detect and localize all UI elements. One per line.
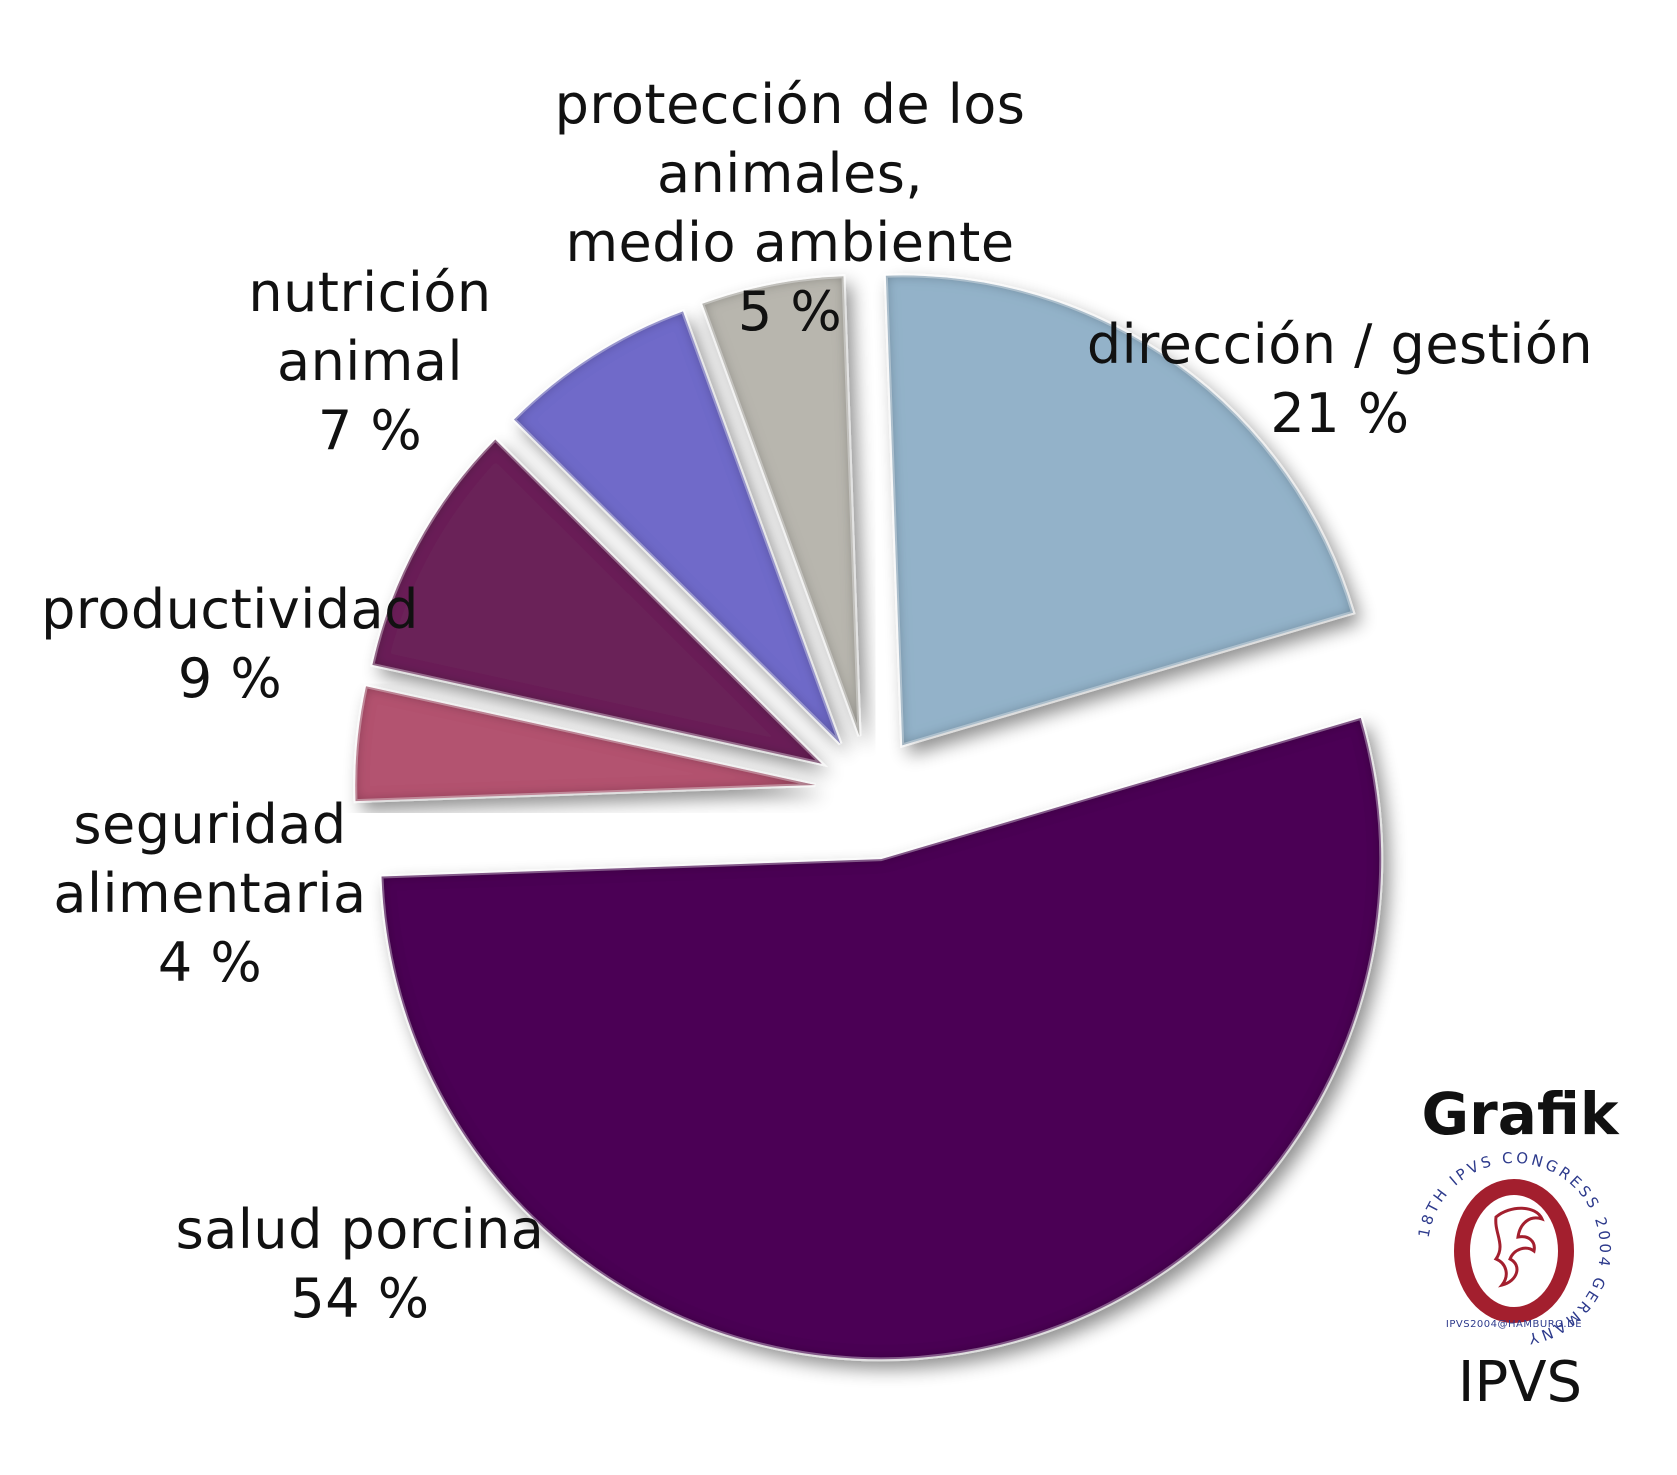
slice-label-value: 5 % [737,280,843,343]
slice-label-name: animales, [656,142,924,205]
slice-label-value: 7 % [317,399,423,462]
slice-label-productividad: productividad 9 % [20,575,440,713]
slice-label-name: seguridad [73,793,347,856]
slice-productividad [370,436,828,768]
brand-grafik-text: Grafik [1421,1080,1619,1148]
slice-proteccion-highlight [699,274,862,737]
slice-label-salud: salud porcina 54 % [150,1195,570,1333]
slice-label-name: productividad [41,578,419,641]
slice-label-name: dirección / gestión [1086,313,1594,376]
slice-direccion [883,273,1356,749]
slice-label-name: animal [276,330,463,393]
slice-label-value: 4 % [157,931,263,994]
slice-label-name: alimentaria [53,862,367,925]
slice-nutricion-shape [514,311,841,744]
slice-direccion-shape [885,275,1354,746]
slice-productividad-highlight [370,436,828,768]
ipvs-congress-seal-logo: 18TH IPVS CONGRESS 2004 GERMANY IPVS2004… [1415,1149,1612,1348]
slice-label-direccion: dirección / gestión 21 % [1080,310,1600,448]
slice-label-value: 54 % [290,1267,430,1330]
slice-label-name: salud porcina [175,1198,545,1261]
slice-direccion-highlight [883,273,1356,749]
slice-label-value: 21 % [1270,382,1410,445]
slice-seguridad-shape [355,686,816,802]
slice-label-name: nutrición [248,261,492,324]
slice-productividad-shape [372,439,822,764]
slice-label-proteccion: protección de los animales, medio ambien… [530,70,1050,346]
slice-salud [379,715,1384,1362]
slice-label-seguridad: seguridad alimentaria 4 % [20,790,400,997]
slice-proteccion-shape [702,276,860,736]
slice-salud-highlight [379,715,1384,1362]
slice-proteccion [699,274,862,737]
slice-label-nutricion: nutrición animal 7 % [220,258,520,465]
slice-salud-shape [381,717,1382,1360]
slice-nutricion-highlight [511,308,843,746]
slice-seguridad-highlight [353,683,816,804]
slice-label-name: protección de los [554,73,1026,136]
brand-ipvs-text: IPVS [1457,1350,1583,1415]
slice-label-name: medio ambiente [565,211,1015,274]
slice-nutricion [511,308,843,746]
svg-text:IPVS2004@HAMBURG.DE: IPVS2004@HAMBURG.DE [1446,1319,1582,1330]
slice-label-value: 9 % [177,647,283,710]
slice-seguridad [353,683,816,804]
